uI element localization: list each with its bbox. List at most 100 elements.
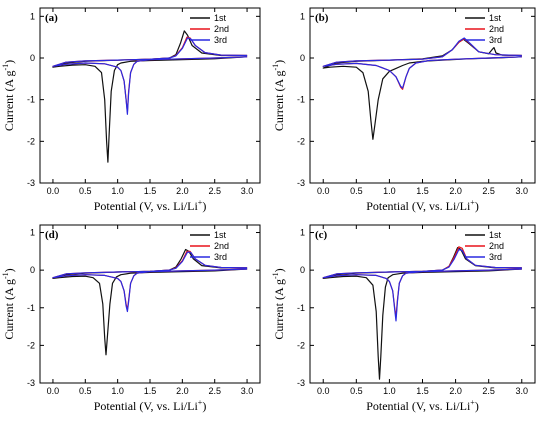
y-axis-label-close: )	[2, 268, 16, 272]
series-line-3rd	[52, 37, 248, 115]
x-axis-label-close: )	[475, 399, 479, 413]
series-line-3rd	[322, 248, 522, 322]
panel-label: (b)	[315, 12, 329, 24]
panel-label: (a)	[45, 12, 58, 24]
x-tick-label: 1.0	[111, 386, 124, 396]
x-tick-label: 2.0	[176, 386, 189, 396]
legend-label-1st: 1st	[214, 230, 227, 240]
y-axis-label: Current (A g-1)	[271, 268, 286, 339]
x-axis-label: Potential (V, vs. Li/Li+)	[94, 398, 207, 413]
x-tick-label: 1.0	[111, 186, 124, 196]
panel-3: 0.0 0.5 1.0 1.5 2.0 2.5 3.0 -3 -2 -1 0 1 Potential (…	[271, 224, 536, 413]
x-tick-label: 1.5	[416, 186, 429, 196]
y-axis-label: Current (A g-1)	[271, 60, 286, 131]
x-tick-label: 2.0	[449, 386, 462, 396]
legend-label-1st: 1st	[214, 13, 227, 23]
y-tick-label: -1	[27, 95, 35, 105]
legend-label-3rd: 3rd	[489, 252, 502, 262]
y-tick-label: -3	[297, 178, 305, 188]
y-tick-label: -2	[297, 136, 305, 146]
legend-label-1st: 1st	[489, 13, 502, 23]
x-tick-label: 0.5	[79, 386, 92, 396]
x-tick-label: 2.0	[449, 186, 462, 196]
x-tick-label: 0.0	[47, 386, 60, 396]
x-tick-label: 3.0	[241, 186, 254, 196]
y-axis-label-superscript: -1	[271, 272, 280, 279]
x-axis-label: Potential (V, vs. Li/Li+)	[366, 398, 479, 413]
series-line-3rd	[52, 251, 248, 313]
x-tick-label: 0.0	[317, 386, 330, 396]
x-tick-label: 0.5	[350, 186, 363, 196]
y-axis-label-superscript: -1	[271, 64, 280, 71]
y-tick-label: -2	[297, 340, 305, 350]
y-axis-label-superscript: -1	[1, 272, 10, 279]
y-tick-label: -1	[297, 303, 305, 313]
series-line-1st	[52, 248, 248, 356]
x-axis-label-superscript: +	[198, 398, 203, 407]
y-axis-label-superscript: -1	[1, 64, 10, 71]
x-tick-label: 3.0	[516, 386, 529, 396]
y-tick-label: -2	[27, 340, 35, 350]
panel-label: (d)	[45, 229, 59, 241]
y-axis-label: Current (A g-1)	[1, 268, 16, 339]
series-line-1st	[322, 247, 522, 380]
y-tick-label: 1	[30, 11, 35, 21]
x-axis-label-superscript: +	[470, 198, 475, 207]
x-tick-label: 2.0	[176, 186, 189, 196]
x-axis-label-close: )	[202, 399, 206, 413]
panel-2: 0.0 0.5 1.0 1.5 2.0 2.5 3.0 -3 -2 -1 0 1 Potential (…	[1, 224, 261, 413]
y-axis-label: Current (A g-1)	[1, 60, 16, 131]
x-tick-label: 2.5	[208, 186, 221, 196]
legend-label-2nd: 2nd	[489, 241, 504, 251]
legend-label-3rd: 3rd	[489, 35, 502, 45]
x-tick-label: 2.5	[482, 386, 495, 396]
panel-0: 0.0 0.5 1.0 1.5 2.0 2.5 3.0 -3 -2 -1 0 1 Potential (…	[1, 7, 261, 213]
x-tick-label: 1.5	[144, 386, 157, 396]
x-tick-label: 2.5	[208, 386, 221, 396]
legend-label-2nd: 2nd	[214, 24, 229, 34]
legend-label-3rd: 3rd	[214, 35, 227, 45]
y-axis-label-close: )	[2, 60, 16, 64]
x-axis-label-superscript: +	[470, 398, 475, 407]
y-tick-label: -3	[297, 378, 305, 388]
y-tick-label: -1	[27, 303, 35, 313]
x-tick-label: 0.5	[350, 386, 363, 396]
panel-label: (c)	[315, 229, 328, 241]
legend-label-3rd: 3rd	[214, 252, 227, 262]
y-tick-label: -1	[297, 95, 305, 105]
x-tick-label: 0.0	[317, 186, 330, 196]
legend-label-2nd: 2nd	[214, 241, 229, 251]
x-tick-label: 1.5	[416, 386, 429, 396]
y-axis-label-close: )	[272, 60, 286, 64]
y-tick-label: 0	[30, 265, 35, 275]
x-axis-label-close: )	[475, 199, 479, 213]
legend-label-2nd: 2nd	[489, 24, 504, 34]
x-axis-label: Potential (V, vs. Li/Li+)	[366, 198, 479, 213]
y-tick-label: 0	[300, 265, 305, 275]
x-axis-label: Potential (V, vs. Li/Li+)	[94, 198, 207, 213]
x-axis-label-superscript: +	[198, 198, 203, 207]
series-line-3rd	[322, 37, 522, 89]
x-axis-label-close: )	[202, 199, 206, 213]
y-tick-label: 1	[30, 228, 35, 238]
x-tick-label: 3.0	[516, 186, 529, 196]
y-tick-label: 0	[300, 53, 305, 63]
y-tick-label: -3	[27, 178, 35, 188]
x-tick-label: 1.5	[144, 186, 157, 196]
y-tick-label: 0	[30, 53, 35, 63]
x-tick-label: 1.0	[383, 386, 396, 396]
x-tick-label: 1.0	[383, 186, 396, 196]
x-tick-label: 3.0	[241, 386, 254, 396]
y-tick-label: -2	[27, 136, 35, 146]
x-tick-label: 0.5	[79, 186, 92, 196]
y-tick-label: -3	[27, 378, 35, 388]
y-tick-label: 1	[300, 228, 305, 238]
x-tick-label: 0.0	[47, 186, 60, 196]
y-axis-label-close: )	[272, 268, 286, 272]
legend-label-1st: 1st	[489, 230, 502, 240]
y-tick-label: 1	[300, 11, 305, 21]
x-tick-label: 2.5	[482, 186, 495, 196]
panel-1: 0.0 0.5 1.0 1.5 2.0 2.5 3.0 -3 -2 -1 0 1 Potential (…	[271, 7, 536, 213]
